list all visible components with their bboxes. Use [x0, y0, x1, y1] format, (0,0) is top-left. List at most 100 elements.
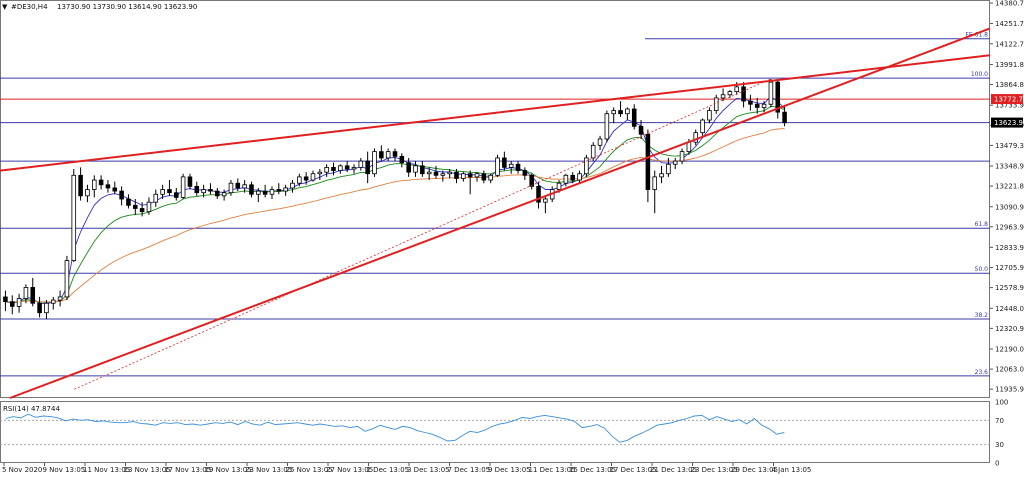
x-tick-label: 4 Jan 13:05 [772, 466, 812, 474]
candle-body [317, 171, 323, 175]
candle-body [652, 176, 658, 190]
candle-body [775, 81, 781, 113]
x-tick-label: 23 Nov 13:05 [245, 466, 292, 474]
candle-body [119, 190, 124, 200]
candle-body [50, 299, 56, 304]
price-tags: 13772.75 13623.90 [991, 94, 1024, 128]
candle-body [256, 190, 261, 195]
rsi-label: RSI(14) 47.8744 [3, 405, 60, 413]
x-tick-label: 1 Dec 13:05 [367, 466, 410, 474]
candle-body [481, 173, 487, 181]
candle-body [440, 173, 446, 176]
rsi-axis: 100 70 30 0 [995, 399, 1008, 468]
candle-body [508, 163, 514, 168]
candle-body [645, 133, 651, 190]
candle-body [3, 296, 8, 303]
candle-body [515, 163, 521, 171]
y-tick-label: 14380.70 [995, 0, 1024, 8]
candle-body [666, 163, 671, 175]
candle-body [502, 157, 507, 168]
chart-symbol: #DE30,H4 [11, 3, 48, 11]
candle-body [126, 198, 131, 206]
candle-body [132, 204, 138, 209]
candle-body [338, 165, 343, 171]
price-tag-label: 13623.90 [994, 119, 1024, 127]
candle-body [768, 81, 774, 105]
price-tag-bg [991, 117, 1023, 128]
candle-body [201, 189, 206, 194]
candle-body [488, 174, 493, 181]
candle-body [30, 287, 36, 304]
y-tick-label: 12448.00 [995, 305, 1024, 313]
candle-body [693, 132, 699, 143]
candle-body [351, 167, 357, 170]
candle-body [174, 192, 179, 198]
y-tick-label: 12833.90 [995, 244, 1024, 252]
candle-body [672, 160, 678, 165]
candle-body [543, 198, 548, 203]
price-tag-label: 13772.75 [994, 96, 1024, 104]
y-tick-label: 12705.95 [995, 264, 1024, 272]
candle-body [399, 155, 405, 164]
candle-body [160, 189, 165, 195]
y-tick-label: 12063.00 [995, 366, 1024, 374]
rsi-levels [0, 419, 990, 446]
candle-body [242, 184, 247, 189]
candle-body [577, 173, 582, 181]
candle-body [625, 108, 630, 115]
fib-label-4: 38.2 [975, 312, 989, 319]
candle-body [611, 110, 616, 115]
candle-body [392, 151, 398, 157]
candle-body [153, 193, 159, 203]
horizontal-levels [0, 38, 990, 377]
candle-body [187, 176, 193, 187]
x-tick-label: 13 Nov 13:05 [124, 466, 171, 474]
candle-body [638, 125, 644, 135]
y-tick-label: 12190.05 [995, 346, 1024, 354]
y-tick-label: 12320.95 [995, 325, 1024, 333]
candle-body [9, 301, 15, 307]
candle-body [23, 287, 29, 299]
y-tick-label: 13090.90 [995, 203, 1024, 211]
candle-body [385, 151, 391, 159]
candle-body [679, 151, 685, 162]
x-tick-label: 27 Nov 13:05 [326, 466, 373, 474]
candle-body [64, 260, 70, 298]
trendlines [0, 27, 991, 399]
y-tick-label: 13733.90 [995, 102, 1024, 110]
candle-body [570, 174, 575, 181]
candle-body [563, 174, 569, 184]
candle-body [37, 302, 42, 314]
candle-body [467, 173, 473, 178]
x-tick-label: 3 Dec 13:05 [407, 466, 450, 474]
x-tick-label: 21 Dec 13:05 [650, 466, 697, 474]
price-pane-frame [0, 0, 990, 398]
candle-body [420, 165, 425, 175]
candle-body [406, 162, 411, 173]
rsi-tick-label: 0 [995, 460, 999, 468]
rsi-line [5, 413, 785, 443]
y-tick-label: 14122.75 [995, 40, 1024, 48]
candle-body [631, 108, 637, 127]
fib-label-3: 50.0 [975, 266, 989, 273]
candle-body [365, 160, 370, 175]
candle-body [536, 185, 541, 203]
candle-body [180, 176, 186, 198]
candle-body [426, 171, 432, 175]
fib-label-1: 100.0 [971, 71, 988, 78]
candle-body [303, 176, 309, 181]
x-tick-label: 23 Dec 13:05 [691, 466, 738, 474]
x-tick-label: 25 Nov 13:05 [286, 466, 333, 474]
rsi-tick-label: 100 [995, 399, 1008, 407]
moving-average-34 [5, 128, 785, 303]
chart-header-arrow[interactable]: ▼ [2, 3, 8, 11]
x-tick-label: 19 Nov 13:05 [205, 466, 252, 474]
x-tick-label: 17 Nov 13:05 [164, 466, 211, 474]
rsi-tick-label: 70 [995, 417, 1004, 425]
candle-body [379, 151, 384, 159]
candle-body [713, 97, 719, 111]
candle-body [659, 173, 664, 178]
candle-body [85, 189, 90, 197]
candle-body [590, 144, 596, 159]
